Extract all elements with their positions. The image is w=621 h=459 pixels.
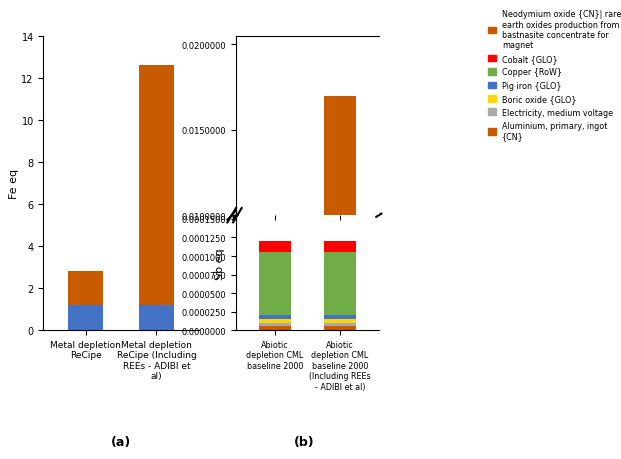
Text: (a): (a) bbox=[111, 435, 131, 448]
Bar bbox=[324, 327, 356, 330]
Bar bbox=[138, 306, 174, 330]
Bar bbox=[68, 306, 104, 330]
Bar bbox=[324, 96, 356, 386]
Bar bbox=[259, 319, 291, 323]
Bar bbox=[259, 316, 291, 319]
Legend: Neodymium oxide {CN}| rare
earth oxides production from
bastnasite concentrate f: Neodymium oxide {CN}| rare earth oxides … bbox=[486, 9, 621, 143]
Bar bbox=[324, 253, 356, 316]
Bar bbox=[324, 319, 356, 323]
Bar bbox=[324, 316, 356, 319]
Bar bbox=[259, 253, 291, 316]
Text: (b): (b) bbox=[294, 435, 315, 448]
Bar bbox=[324, 323, 356, 327]
Y-axis label: Fe eq: Fe eq bbox=[9, 168, 19, 199]
Bar bbox=[68, 272, 104, 306]
Bar bbox=[259, 241, 291, 253]
Bar bbox=[138, 66, 174, 306]
Bar bbox=[259, 323, 291, 327]
Bar bbox=[324, 241, 356, 253]
Text: Sb eq: Sb eq bbox=[215, 248, 225, 280]
Bar bbox=[259, 327, 291, 330]
